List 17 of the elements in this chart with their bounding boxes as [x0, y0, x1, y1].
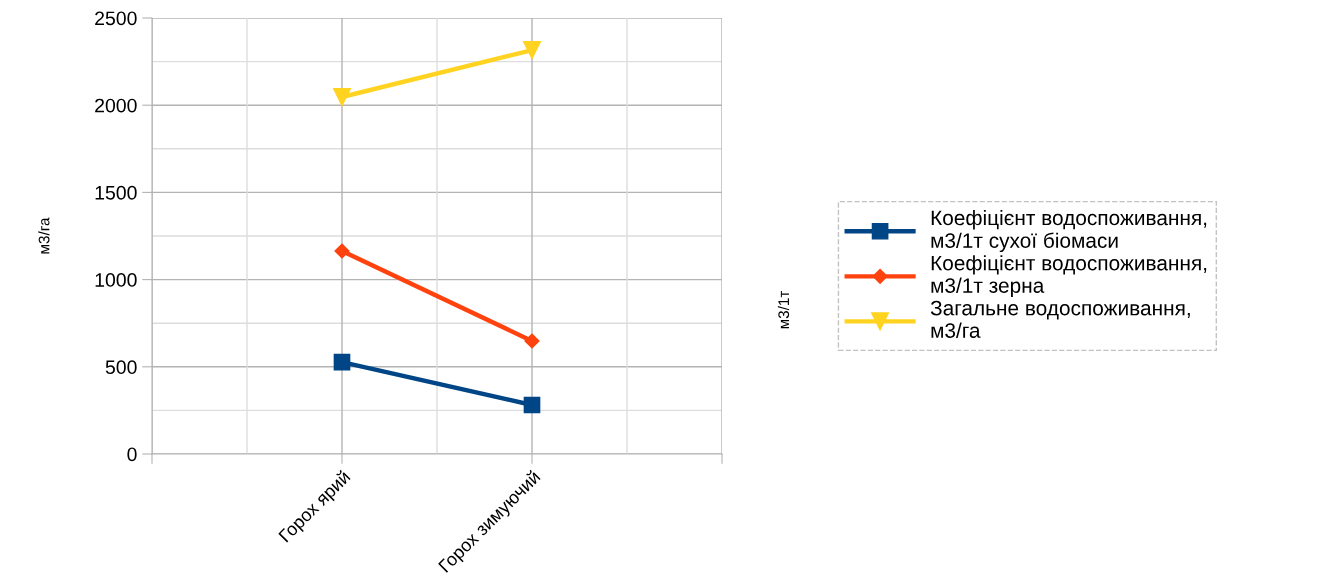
y-tick-label: 2500	[95, 11, 137, 26]
legend-label: Загальне водоспоживання, м3/га	[930, 300, 1190, 338]
y-tick-label: 2000	[95, 98, 137, 113]
legend-label: Коефіцієнт водоспоживання, м3/1т сухої біомаси	[931, 209, 1207, 253]
point	[524, 333, 540, 349]
point	[523, 396, 541, 414]
legend-label: Коефіцієнт водоспоживання, м3/1т зерна	[931, 255, 1207, 298]
y-tick-label: 1500	[95, 185, 137, 200]
point	[332, 87, 352, 107]
y-tick-label: 500	[105, 360, 137, 375]
y-axis-title: м3/га	[38, 217, 50, 254]
point	[522, 41, 542, 60]
y-tick-label: 0	[127, 447, 137, 462]
y-tick-label: 1000	[95, 273, 137, 287]
point	[334, 243, 350, 259]
y2-axis-title: м3/1т	[777, 290, 790, 329]
point	[333, 353, 351, 371]
